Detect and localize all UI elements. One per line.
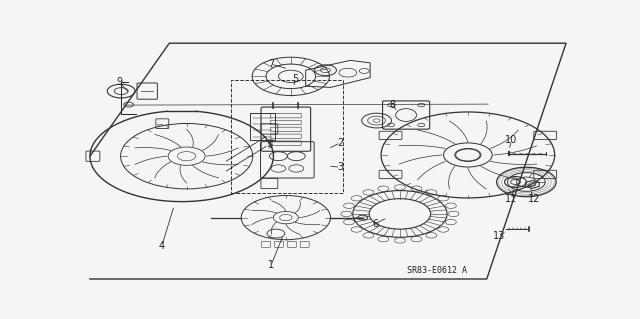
- Text: 13: 13: [493, 231, 505, 241]
- Text: 6: 6: [372, 219, 378, 229]
- Text: 12: 12: [527, 194, 540, 204]
- Text: 9: 9: [116, 78, 123, 87]
- Text: 5: 5: [292, 74, 299, 84]
- Text: 3: 3: [337, 162, 344, 172]
- Text: 11: 11: [506, 194, 518, 204]
- Text: 8: 8: [389, 100, 396, 110]
- Text: 1: 1: [268, 261, 274, 271]
- Text: 7: 7: [268, 59, 274, 69]
- Text: 2: 2: [337, 138, 344, 148]
- Text: 10: 10: [506, 135, 518, 145]
- Text: SR83-E0612 A: SR83-E0612 A: [407, 266, 467, 275]
- Text: 4: 4: [159, 241, 165, 251]
